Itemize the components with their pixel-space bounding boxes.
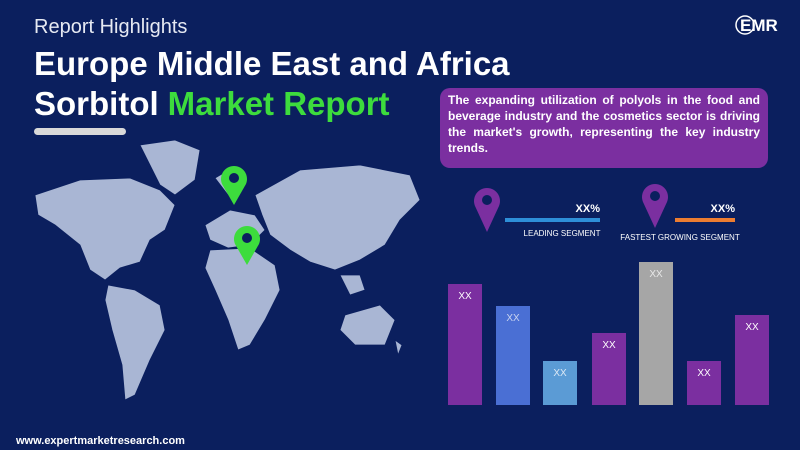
pin-europe xyxy=(221,166,247,205)
logo-text: EMR xyxy=(740,16,778,35)
pin-middle-east xyxy=(234,226,260,265)
bar xyxy=(687,361,721,405)
bar-label: XX xyxy=(745,322,759,333)
segment-value: XX% xyxy=(711,203,736,215)
bar xyxy=(592,333,626,405)
kicker: Report Highlights xyxy=(34,16,187,38)
title-underline xyxy=(34,128,126,135)
segment-label: LEADING SEGMENT xyxy=(524,229,601,238)
bar xyxy=(735,315,769,405)
title-plain: Sorbitol xyxy=(34,85,159,122)
callout-box xyxy=(440,88,768,168)
callout-text: The expanding utilization of polyols in … xyxy=(448,93,760,155)
segment-label: FASTEST GROWING SEGMENT xyxy=(620,233,740,242)
segment-value: XX% xyxy=(576,203,601,215)
bar-label: XX xyxy=(458,291,472,302)
bar-graphic: XX XX XX XX XX XX XX xyxy=(448,262,769,405)
bar-label: XX xyxy=(697,368,711,379)
bar-label: XX xyxy=(649,269,663,280)
title-line-1: Europe Middle East and Africa xyxy=(34,45,510,82)
bar xyxy=(496,306,530,405)
logo: EMR xyxy=(735,15,778,35)
bar-label: XX xyxy=(602,340,616,351)
bar xyxy=(543,361,577,405)
title-line-2: Sorbitol Market Report xyxy=(34,85,390,122)
bar xyxy=(639,262,673,405)
segment-fastest: XX% FASTEST GROWING SEGMENT xyxy=(620,184,740,242)
bar-label: XX xyxy=(553,368,567,379)
footer-url: www.expertmarketresearch.com xyxy=(15,435,185,447)
title-highlight: Market Report xyxy=(168,85,390,122)
bar-label: XX xyxy=(506,313,520,324)
segment-leading: XX% LEADING SEGMENT xyxy=(474,188,601,238)
bar xyxy=(448,284,482,405)
